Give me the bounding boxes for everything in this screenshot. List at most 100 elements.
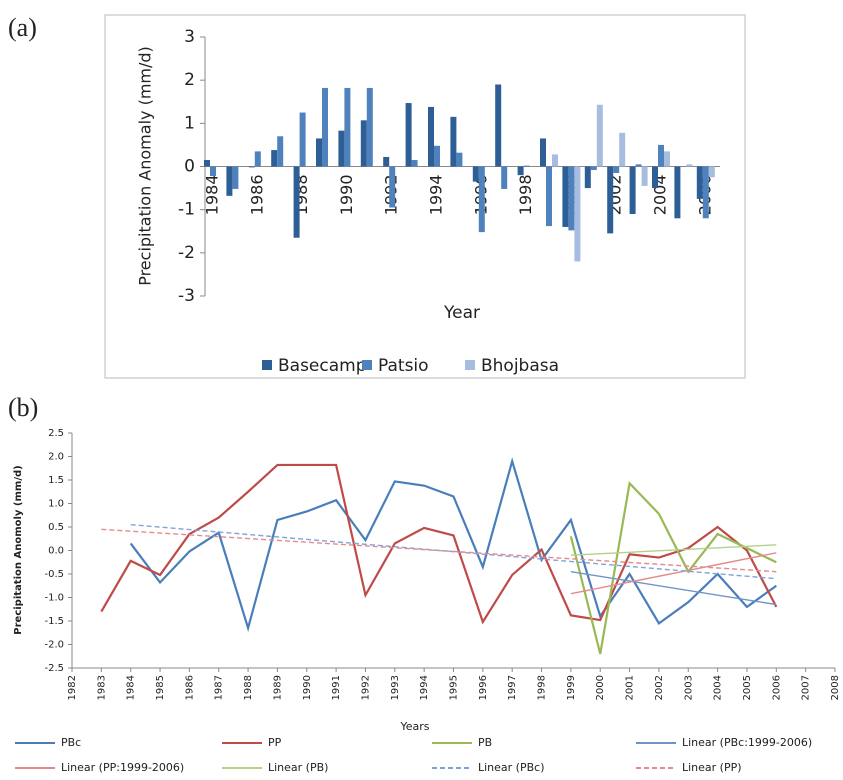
legend-label: PP xyxy=(268,736,282,749)
legend-label: Basecamp xyxy=(278,356,367,376)
y-tick-label: -2.5 xyxy=(44,663,64,674)
bar xyxy=(596,104,603,167)
x-tick-label: 2006 xyxy=(771,675,782,700)
x-tick-label: 1990 xyxy=(337,175,356,216)
series-line xyxy=(570,570,777,606)
bar xyxy=(478,166,485,233)
bar xyxy=(708,166,715,178)
bar xyxy=(360,120,367,167)
bar xyxy=(226,166,233,196)
legend-swatch xyxy=(262,360,272,370)
legend-label: PB xyxy=(478,736,492,749)
series-line xyxy=(569,480,777,655)
x-tick-label: 1985 xyxy=(155,675,166,700)
x-tick-label: 1988 xyxy=(243,675,254,700)
bar xyxy=(641,166,648,186)
bar xyxy=(389,166,396,208)
bar xyxy=(248,166,255,168)
x-tick-label: 2007 xyxy=(801,675,812,700)
bar xyxy=(686,164,693,167)
bar xyxy=(322,87,328,167)
x-tick-label: 1994 xyxy=(419,675,430,700)
bar xyxy=(344,87,351,167)
bar xyxy=(316,138,322,167)
bar xyxy=(562,166,569,227)
legend-label: Linear (PP:1999-2006) xyxy=(61,761,184,774)
y-tick-label: 2 xyxy=(184,70,195,90)
y-tick-label: -3 xyxy=(178,286,195,306)
series-line xyxy=(101,528,777,573)
bar xyxy=(629,166,636,214)
bar xyxy=(574,166,581,262)
legend-label: Patsio xyxy=(378,356,429,376)
bar xyxy=(702,166,709,219)
bar xyxy=(383,157,390,167)
x-tick-label: 1986 xyxy=(184,675,195,700)
x-tick-label: 2008 xyxy=(830,675,841,700)
x-tick-label: 1999 xyxy=(566,675,577,700)
x-tick-label: 1992 xyxy=(360,675,371,700)
bar xyxy=(271,150,278,167)
legend-swatch xyxy=(465,360,475,370)
bar xyxy=(523,165,530,167)
x-tick-label: 2004 xyxy=(713,675,724,700)
x-tick-label: 1984 xyxy=(126,675,137,700)
y-tick-label: -1.0 xyxy=(44,593,64,604)
y-tick-label: 0.5 xyxy=(48,522,64,533)
bar xyxy=(517,166,524,176)
bar xyxy=(366,87,373,167)
legend-label: Linear (PB) xyxy=(268,761,328,774)
bar xyxy=(635,164,642,167)
y-tick-label: -1 xyxy=(178,200,195,220)
x-tick-label: 1986 xyxy=(247,175,266,216)
y-tick-label: 3 xyxy=(184,27,195,47)
panel-label: (b) xyxy=(8,393,38,422)
bar xyxy=(696,166,703,199)
bar xyxy=(210,166,216,176)
x-axis-label: Year xyxy=(443,303,480,323)
legend-label: Linear (PBc:1999-2006) xyxy=(682,736,812,749)
x-tick-label: 1993 xyxy=(390,675,401,700)
y-tick-label: -0.5 xyxy=(44,569,64,580)
x-tick-label: 2001 xyxy=(625,675,636,700)
y-tick-label: 2.5 xyxy=(48,428,64,439)
legend-label: Linear (PP) xyxy=(682,761,742,774)
bar xyxy=(584,166,591,189)
x-tick-label: 2000 xyxy=(595,675,606,700)
x-tick-label: 1983 xyxy=(96,675,107,700)
bar xyxy=(450,116,457,167)
bar xyxy=(405,103,412,167)
bar xyxy=(607,166,614,234)
bar xyxy=(434,145,440,167)
bar xyxy=(299,112,306,167)
series-line xyxy=(129,457,777,633)
x-tick-label: 1995 xyxy=(449,675,460,700)
x-tick-label: 1987 xyxy=(214,675,225,700)
bar xyxy=(254,151,261,167)
bar xyxy=(411,160,418,167)
y-tick-label: 1.0 xyxy=(48,499,64,510)
x-tick-label: 2003 xyxy=(683,675,694,700)
y-tick-label: 1 xyxy=(184,113,195,133)
bar xyxy=(613,166,620,173)
series-line xyxy=(570,544,777,556)
bar xyxy=(232,166,239,189)
panel-label: (a) xyxy=(8,13,37,42)
y-axis-label: Precipitation Anomaly (mm/d) xyxy=(136,46,155,286)
bar xyxy=(664,151,670,167)
x-tick-label: 2005 xyxy=(742,675,753,700)
x-tick-label: 1991 xyxy=(331,675,342,700)
legend-label: Bhojbasa xyxy=(481,356,559,376)
y-tick-label: 0.0 xyxy=(48,546,64,557)
bar xyxy=(456,152,463,167)
y-tick-label: -2.0 xyxy=(44,640,64,651)
bar xyxy=(619,132,626,167)
x-tick-label: 1998 xyxy=(537,675,548,700)
x-tick-label: 1997 xyxy=(507,675,518,700)
panel-frame xyxy=(104,14,746,379)
series-line xyxy=(570,552,777,595)
y-tick-label: 2.0 xyxy=(48,452,64,463)
x-tick-label: 2002 xyxy=(654,675,665,700)
x-tick-label: 1994 xyxy=(427,175,446,216)
